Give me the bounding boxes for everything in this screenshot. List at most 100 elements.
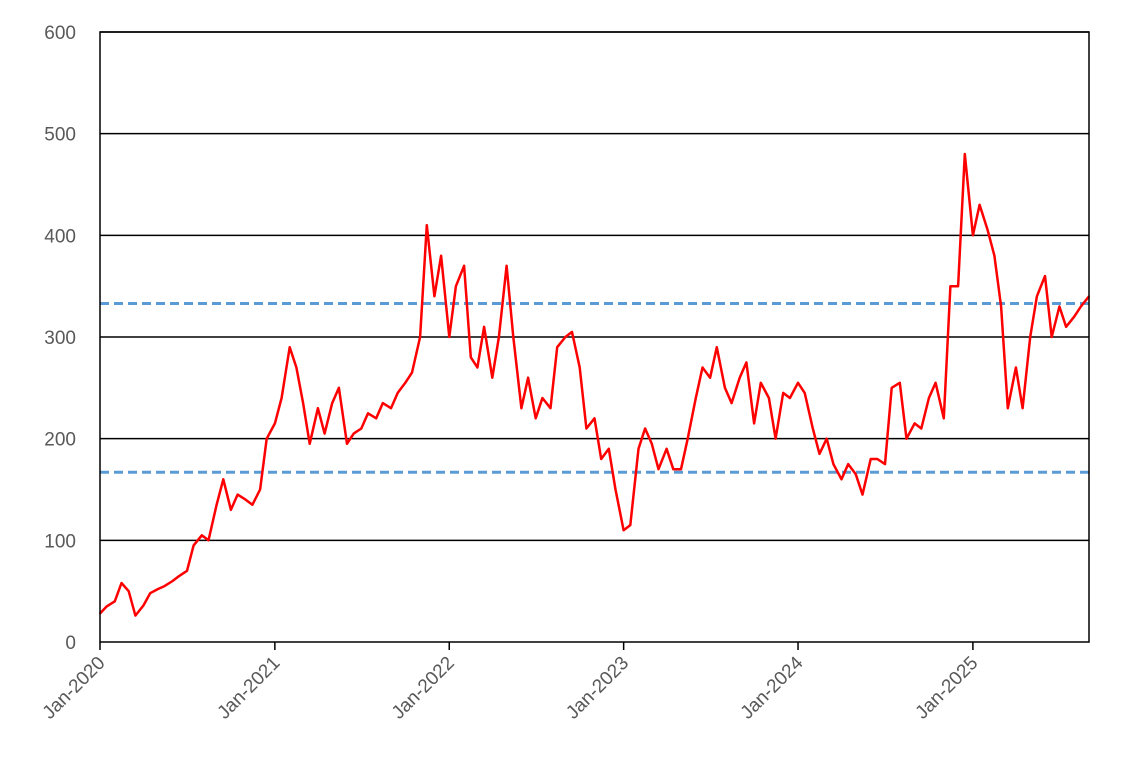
data-point bbox=[614, 488, 617, 491]
data-point bbox=[149, 592, 152, 595]
x-tick-label-2: Jan-2022 bbox=[388, 653, 459, 724]
data-point bbox=[745, 361, 748, 364]
data-point bbox=[869, 458, 872, 460]
data-point bbox=[120, 582, 123, 584]
data-point bbox=[469, 356, 472, 359]
data-point bbox=[774, 437, 777, 440]
data-point bbox=[993, 254, 996, 257]
data-point bbox=[302, 402, 304, 404]
y-tick-labels: 0 100 200 300 400 500 600 bbox=[44, 23, 76, 654]
data-point bbox=[578, 366, 581, 369]
data-point bbox=[512, 336, 515, 338]
data-point bbox=[390, 407, 392, 410]
data-point bbox=[1080, 305, 1082, 308]
data-point bbox=[972, 234, 974, 237]
data-point bbox=[1065, 325, 1067, 328]
data-point bbox=[476, 366, 479, 369]
data-point bbox=[1000, 305, 1002, 308]
data-point bbox=[251, 503, 254, 506]
data-point bbox=[259, 488, 261, 491]
data-point bbox=[665, 447, 668, 450]
plot-frame bbox=[99, 31, 1090, 643]
data-point bbox=[317, 407, 319, 410]
data-point bbox=[803, 392, 806, 394]
data-point bbox=[1050, 336, 1053, 338]
data-point bbox=[367, 412, 369, 415]
data-point bbox=[1073, 315, 1076, 318]
y-tick-label-600: 600 bbox=[44, 23, 76, 44]
data-point bbox=[1006, 407, 1009, 410]
data-point bbox=[142, 604, 145, 607]
data-point bbox=[782, 392, 785, 394]
data-point bbox=[1015, 366, 1017, 369]
data-point bbox=[884, 463, 886, 465]
data-point bbox=[274, 422, 276, 425]
data-point bbox=[411, 371, 413, 374]
data-point bbox=[832, 463, 835, 465]
data-point bbox=[433, 295, 436, 298]
data-point bbox=[876, 458, 879, 460]
data-point bbox=[957, 285, 959, 288]
data-point bbox=[753, 422, 755, 425]
data-point bbox=[768, 397, 770, 399]
data-point bbox=[1021, 407, 1024, 410]
data-point bbox=[963, 153, 966, 155]
x-tick-label-0: Jan-2020 bbox=[39, 653, 110, 724]
data-point bbox=[505, 264, 508, 267]
data-point bbox=[854, 473, 857, 476]
data-point bbox=[105, 605, 108, 608]
data-point bbox=[375, 417, 378, 420]
data-point bbox=[308, 442, 311, 445]
data-point bbox=[730, 402, 733, 404]
data-point bbox=[840, 478, 843, 481]
x-tick-label-1: Jan-2021 bbox=[214, 653, 285, 724]
data-point bbox=[694, 397, 697, 399]
data-point bbox=[134, 614, 137, 617]
data-point bbox=[498, 336, 500, 338]
data-point bbox=[890, 386, 893, 389]
data-point bbox=[280, 397, 283, 399]
data-point bbox=[352, 432, 355, 435]
data-point bbox=[825, 437, 828, 440]
data-point bbox=[541, 397, 544, 399]
data-point bbox=[571, 331, 573, 333]
data-point bbox=[818, 453, 821, 455]
data-point bbox=[419, 336, 421, 338]
data-point bbox=[520, 407, 523, 410]
data-point bbox=[483, 325, 485, 328]
data-point bbox=[200, 534, 203, 537]
grid-lines bbox=[100, 31, 1089, 542]
data-point bbox=[942, 417, 945, 420]
axes bbox=[99, 31, 1090, 650]
series-line-1 bbox=[99, 152, 1090, 617]
data-point bbox=[404, 381, 407, 384]
data-point bbox=[265, 437, 268, 440]
data-point bbox=[607, 447, 610, 450]
data-point bbox=[288, 346, 291, 349]
x-tick-label-5: Jan-2025 bbox=[912, 653, 983, 724]
data-point bbox=[396, 392, 399, 394]
data-point bbox=[1036, 295, 1038, 298]
data-point bbox=[861, 493, 864, 496]
data-point bbox=[905, 437, 908, 440]
data-point bbox=[949, 285, 952, 288]
data-point bbox=[1029, 336, 1032, 338]
data-point bbox=[556, 346, 559, 349]
data-point bbox=[920, 427, 923, 430]
data-point bbox=[657, 468, 660, 471]
x-tick-labels: Jan-2020 Jan-2021 Jan-2022 Jan-2023 Jan-2024… bbox=[39, 652, 983, 723]
data-point bbox=[381, 402, 384, 404]
data-point bbox=[215, 503, 218, 506]
data-point bbox=[715, 346, 718, 349]
data-point bbox=[534, 417, 537, 420]
y-tick-label-300: 300 bbox=[44, 328, 76, 349]
data-point bbox=[672, 468, 675, 471]
data-point bbox=[701, 366, 704, 369]
data-point bbox=[622, 529, 625, 532]
data-point bbox=[222, 478, 225, 481]
data-point bbox=[230, 508, 232, 511]
data-point bbox=[440, 254, 442, 257]
data-point bbox=[171, 580, 174, 582]
data-point bbox=[549, 407, 552, 410]
